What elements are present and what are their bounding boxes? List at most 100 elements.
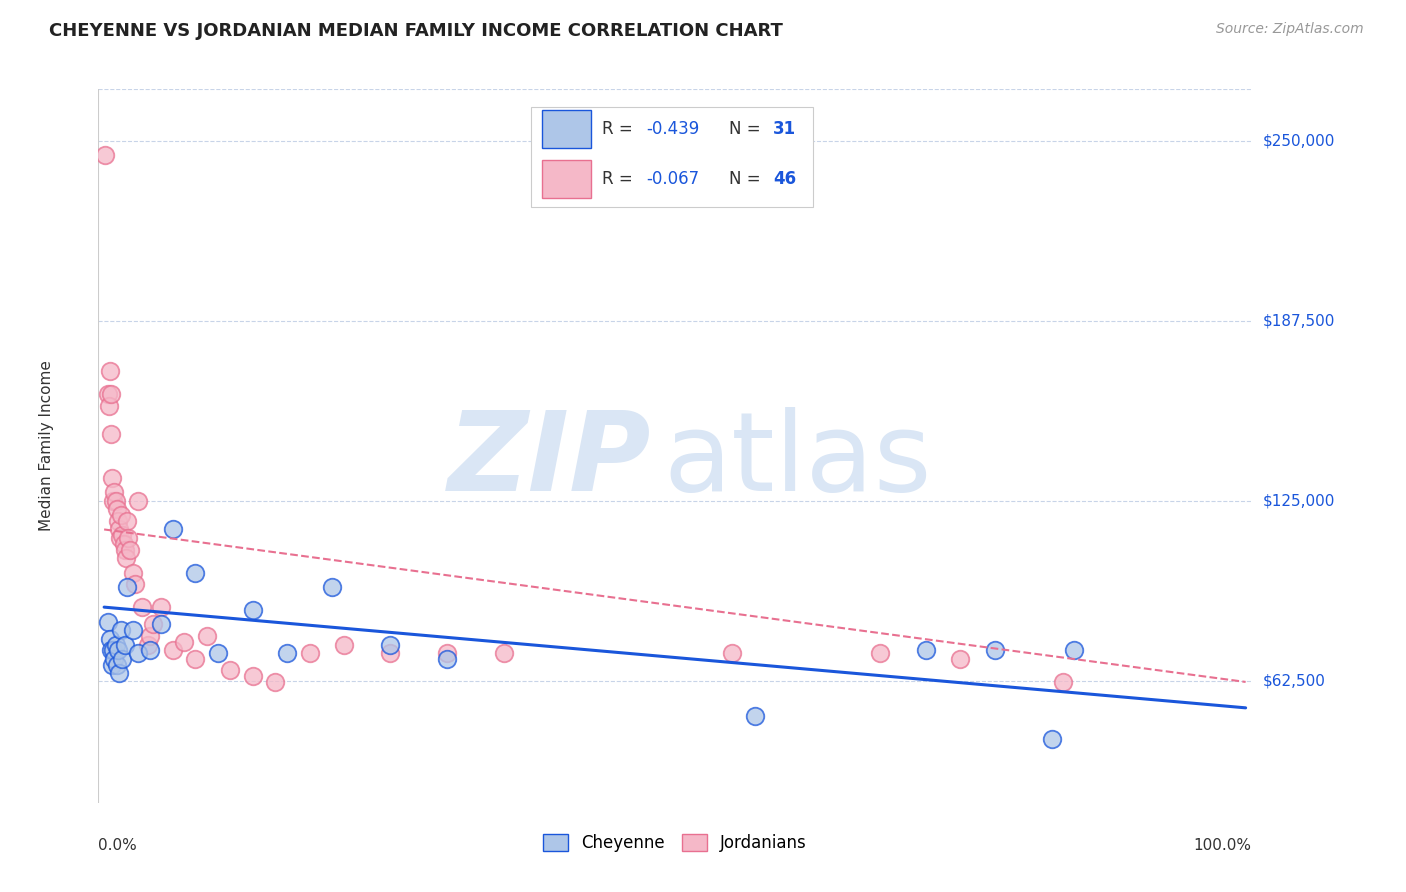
Text: -0.439: -0.439	[647, 120, 699, 137]
Point	[110, 623, 132, 637]
Point	[100, 643, 122, 657]
Text: R =: R =	[602, 120, 638, 137]
Point	[111, 528, 134, 542]
Point	[114, 542, 136, 557]
Point	[436, 646, 458, 660]
Text: N =: N =	[730, 120, 766, 137]
Text: -0.067: -0.067	[647, 169, 699, 187]
Text: $62,500: $62,500	[1263, 673, 1326, 688]
Point	[1040, 732, 1063, 747]
Point	[98, 364, 121, 378]
Point	[103, 643, 125, 657]
Point	[195, 629, 218, 643]
Point	[105, 657, 128, 672]
Point	[121, 623, 143, 637]
Point	[150, 600, 173, 615]
Point	[108, 531, 131, 545]
Text: 0.0%: 0.0%	[98, 838, 138, 854]
Point	[112, 537, 135, 551]
Point	[298, 646, 321, 660]
Point	[127, 646, 149, 660]
Text: 100.0%: 100.0%	[1194, 838, 1251, 854]
Point	[96, 615, 118, 629]
Text: CHEYENNE VS JORDANIAN MEDIAN FAMILY INCOME CORRELATION CHART: CHEYENNE VS JORDANIAN MEDIAN FAMILY INCO…	[49, 22, 783, 40]
Point	[150, 617, 173, 632]
Point	[103, 485, 125, 500]
Point	[949, 652, 972, 666]
Point	[110, 508, 132, 522]
Point	[117, 531, 139, 545]
Text: Median Family Income: Median Family Income	[39, 360, 53, 532]
Legend: Cheyenne, Jordanians: Cheyenne, Jordanians	[536, 827, 814, 859]
FancyBboxPatch shape	[543, 110, 591, 148]
Point	[207, 646, 229, 660]
Point	[103, 493, 125, 508]
Point	[184, 652, 207, 666]
Point	[869, 646, 891, 660]
Point	[276, 646, 298, 660]
Point	[96, 387, 118, 401]
Point	[139, 629, 162, 643]
Point	[127, 493, 149, 508]
Point	[115, 514, 138, 528]
Point	[492, 646, 515, 660]
Text: 46: 46	[773, 169, 796, 187]
Point	[983, 643, 1005, 657]
Point	[103, 652, 125, 666]
Point	[142, 617, 165, 632]
Point	[121, 566, 143, 580]
Text: $250,000: $250,000	[1263, 134, 1334, 148]
Point	[173, 634, 195, 648]
Point	[218, 664, 240, 678]
Point	[114, 638, 136, 652]
Point	[333, 638, 356, 652]
Point	[721, 646, 744, 660]
Point	[97, 399, 120, 413]
Point	[136, 638, 159, 652]
Text: $187,500: $187,500	[1263, 313, 1334, 328]
Point	[120, 542, 142, 557]
Point	[131, 600, 153, 615]
Point	[242, 669, 264, 683]
Point	[100, 387, 122, 401]
Point	[98, 632, 121, 646]
Point	[1063, 643, 1085, 657]
Point	[107, 514, 129, 528]
Point	[100, 427, 122, 442]
Point	[162, 643, 184, 657]
Point	[242, 603, 264, 617]
Point	[378, 638, 401, 652]
Point	[378, 646, 401, 660]
Point	[321, 580, 343, 594]
Point	[744, 709, 766, 723]
Point	[139, 643, 162, 657]
Point	[124, 577, 146, 591]
FancyBboxPatch shape	[543, 160, 591, 198]
Point	[104, 493, 127, 508]
FancyBboxPatch shape	[531, 107, 813, 207]
Text: atlas: atlas	[664, 407, 932, 514]
Point	[104, 638, 127, 652]
Text: 31: 31	[773, 120, 796, 137]
Point	[162, 523, 184, 537]
Point	[101, 657, 124, 672]
Point	[108, 523, 131, 537]
Point	[105, 502, 128, 516]
Point	[101, 470, 124, 484]
Point	[108, 666, 131, 681]
Point	[114, 551, 136, 566]
Point	[111, 652, 134, 666]
Point	[94, 148, 117, 162]
Point	[184, 566, 207, 580]
Point	[264, 675, 287, 690]
Point	[915, 643, 938, 657]
Point	[1052, 675, 1074, 690]
Text: R =: R =	[602, 169, 638, 187]
Text: ZIP: ZIP	[449, 407, 652, 514]
Point	[115, 580, 138, 594]
Point	[107, 643, 129, 657]
Text: Source: ZipAtlas.com: Source: ZipAtlas.com	[1216, 22, 1364, 37]
Point	[436, 652, 458, 666]
Text: N =: N =	[730, 169, 766, 187]
Text: $125,000: $125,000	[1263, 493, 1334, 508]
